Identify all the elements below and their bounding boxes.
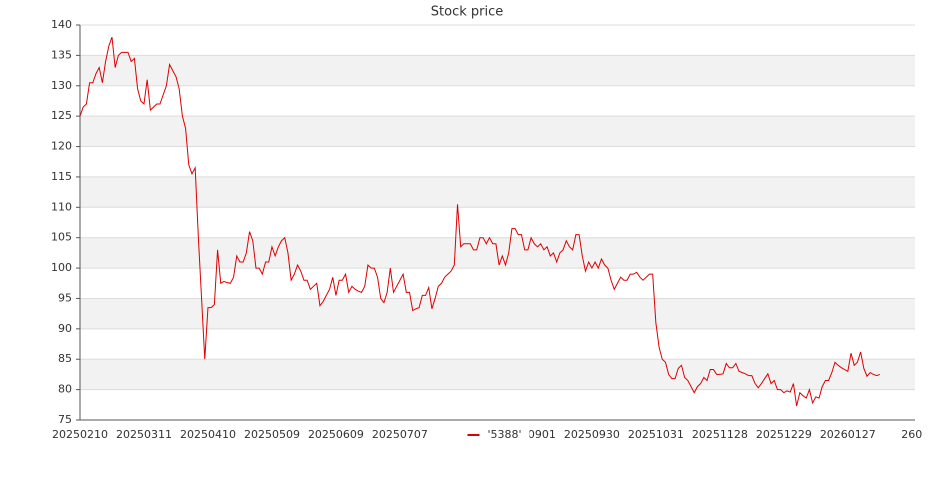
y-tick-label: 120 — [51, 140, 72, 153]
grid-band — [80, 176, 915, 208]
chart-title: Stock price — [431, 5, 503, 20]
x-tick-label: 20260127 — [820, 428, 876, 441]
legend-label: '5388' — [488, 428, 522, 441]
y-tick-label: 135 — [51, 48, 72, 61]
x-tick-label: 20250609 — [308, 428, 364, 441]
y-tick-label: 80 — [58, 383, 72, 396]
x-tick-label: 20251031 — [628, 428, 684, 441]
x-tick-label: 20250930 — [564, 428, 620, 441]
legend-box — [461, 426, 530, 444]
y-tick-label: 115 — [51, 170, 72, 183]
y-tick-label: 130 — [51, 79, 72, 92]
y-tick-label: 110 — [51, 200, 72, 213]
x-tick-label: 20251128 — [692, 428, 748, 441]
grid-band — [80, 359, 915, 390]
x-tick-label: 20250410 — [180, 428, 236, 441]
y-tick-label: 85 — [58, 352, 72, 365]
x-tick-label: 260 — [901, 428, 922, 441]
grid-band — [80, 116, 915, 147]
x-tick-label: 20250311 — [116, 428, 172, 441]
y-tick-label: 100 — [51, 261, 72, 274]
y-tick-label: 90 — [58, 322, 72, 335]
y-tick-label: 95 — [58, 291, 72, 304]
y-tick-label: 75 — [58, 413, 72, 426]
y-tick-label: 125 — [51, 109, 72, 122]
grid-band — [80, 298, 915, 329]
line — [79, 36, 880, 407]
x-tick-label: 20250509 — [244, 428, 300, 441]
x-tick-label: 20251229 — [756, 428, 812, 441]
y-tick-label: 105 — [51, 231, 72, 244]
y-tick-label: 140 — [51, 18, 72, 31]
x-tick-label: 20250210 — [52, 428, 108, 441]
grid-band — [80, 55, 915, 86]
x-tick-label: 20250707 — [372, 428, 428, 441]
